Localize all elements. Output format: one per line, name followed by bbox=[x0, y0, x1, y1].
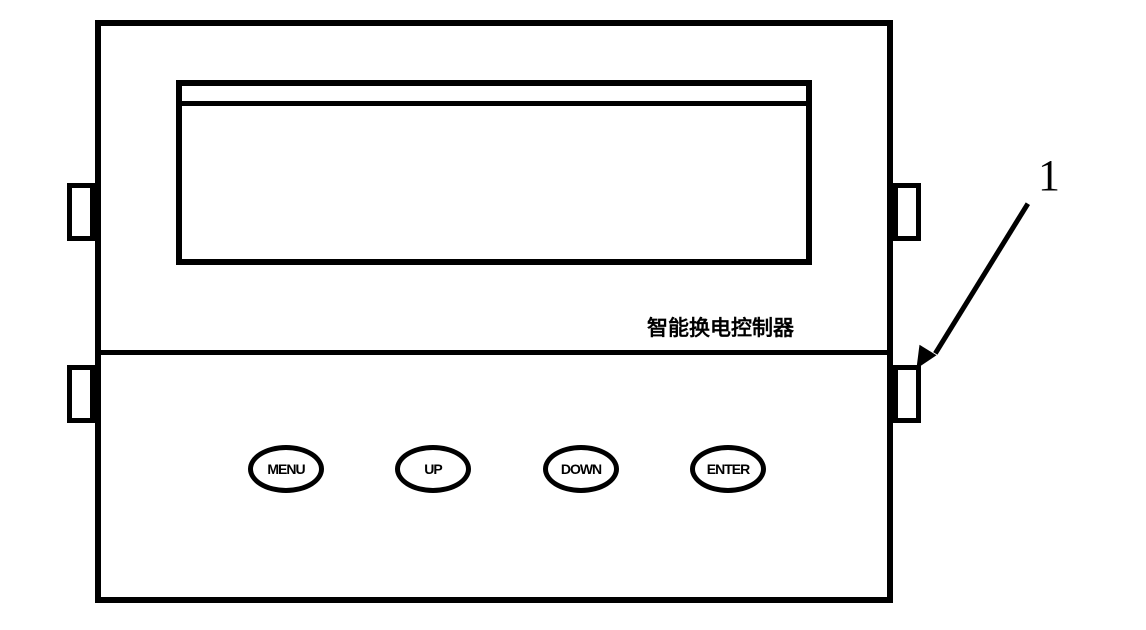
enter-button-label: ENTER bbox=[707, 461, 749, 477]
menu-button[interactable]: MENU bbox=[248, 445, 324, 493]
enter-button[interactable]: ENTER bbox=[690, 445, 766, 493]
tab-left-lower bbox=[67, 365, 95, 423]
up-button-label: UP bbox=[424, 461, 441, 477]
callout-number-1: 1 bbox=[1038, 150, 1060, 201]
panel-divider bbox=[95, 350, 893, 355]
device-label: 智能换电控制器 bbox=[647, 312, 794, 342]
tab-left-upper bbox=[67, 183, 95, 241]
display-screen bbox=[176, 80, 812, 265]
display-inner-edge bbox=[182, 86, 806, 106]
tab-right-upper bbox=[893, 183, 921, 241]
tab-right-lower bbox=[893, 365, 921, 423]
down-button[interactable]: DOWN bbox=[543, 445, 619, 493]
menu-button-label: MENU bbox=[267, 461, 304, 477]
down-button-label: DOWN bbox=[561, 461, 601, 477]
callout-arrow-line bbox=[933, 202, 1030, 354]
up-button[interactable]: UP bbox=[395, 445, 471, 493]
